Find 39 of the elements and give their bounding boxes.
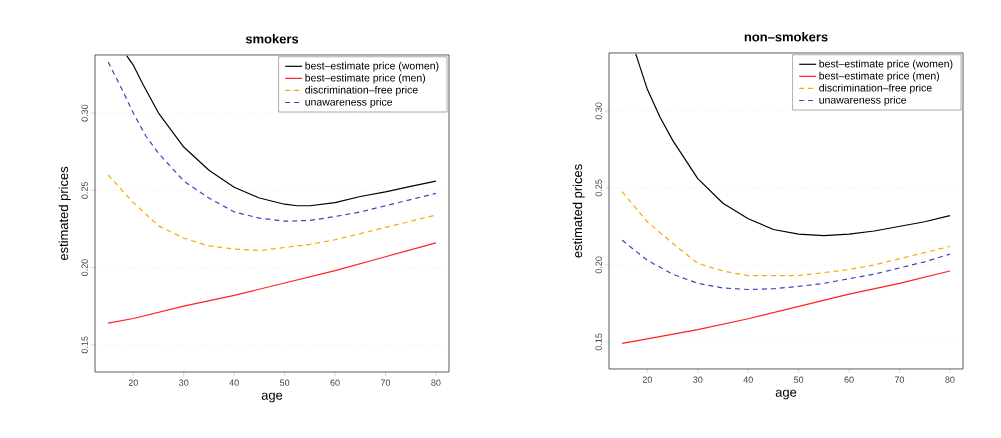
legend-label: discrimination–free price	[305, 85, 418, 96]
chart-title: non–smokers	[744, 31, 828, 42]
legend-label: unawareness price	[305, 97, 393, 108]
legend-label: best–estimate price (men)	[305, 73, 426, 84]
x-tick-label: 50	[279, 379, 290, 386]
x-axis-title: age	[261, 392, 283, 403]
x-tick-label: 40	[229, 379, 239, 386]
y-tick-label: 0.30	[81, 104, 88, 122]
y-tick-label: 0.20	[81, 259, 88, 276]
x-tick-label: 60	[844, 376, 854, 383]
y-axis-title: estimated prices	[58, 166, 71, 261]
y-tick-label: 0.15	[81, 336, 88, 354]
x-tick-label: 60	[330, 379, 340, 386]
x-tick-label: 40	[743, 376, 753, 383]
x-tick-label: 80	[431, 379, 441, 386]
x-tick-label: 70	[894, 376, 905, 383]
legend-label: best–estimate price (women)	[305, 61, 439, 72]
x-tick-label: 70	[380, 379, 391, 386]
x-tick-label: 30	[179, 379, 189, 386]
x-tick-label: 20	[642, 376, 652, 383]
line-series	[126, 55, 437, 207]
y-tick-label: 0.25	[595, 179, 602, 197]
line-series	[621, 239, 951, 291]
x-tick-label: 50	[793, 376, 804, 383]
y-axis-title: estimated prices	[572, 164, 585, 258]
legend-label: best–estimate price (women)	[819, 59, 953, 70]
y-tick-label: 0.25	[81, 181, 88, 199]
line-series	[107, 242, 437, 324]
y-tick-label: 0.30	[595, 102, 602, 120]
x-tick-label: 20	[128, 379, 138, 386]
legend-label: discrimination–free price	[819, 83, 932, 94]
x-tick-label: 30	[693, 376, 703, 383]
x-tick-label: 80	[945, 376, 955, 383]
legend-label: unawareness price	[819, 95, 907, 106]
chart-title: smokers	[245, 33, 299, 44]
legend-label: best–estimate price (men)	[819, 71, 940, 82]
y-tick-label: 0.20	[595, 256, 602, 274]
x-axis-title: age	[775, 389, 797, 400]
y-tick-label: 0.15	[595, 333, 602, 351]
